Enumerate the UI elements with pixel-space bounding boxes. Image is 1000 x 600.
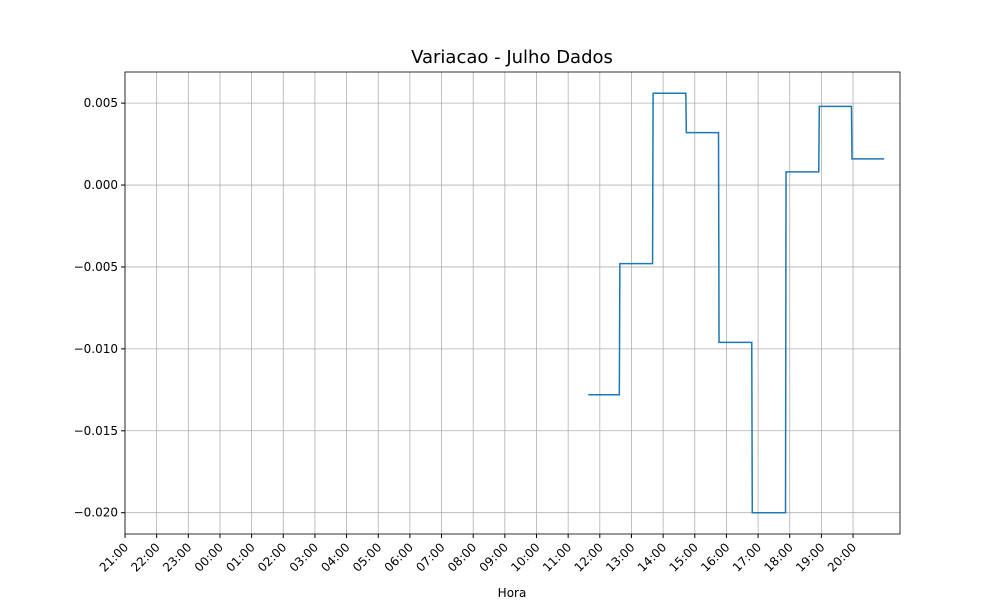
x-axis-label: Hora [498,586,527,600]
y-tick-label: −0.010 [74,342,118,356]
data-line [588,92,885,514]
y-tick-label: −0.005 [74,260,118,274]
y-tick-label: −0.015 [74,424,118,438]
y-tick-label: 0.005 [84,96,118,110]
plot-frame [124,71,901,535]
chart-title: Variacao - Julho Dados [411,47,613,68]
y-tick-label: 0.000 [84,178,118,192]
y-tick-label: −0.020 [74,506,118,520]
